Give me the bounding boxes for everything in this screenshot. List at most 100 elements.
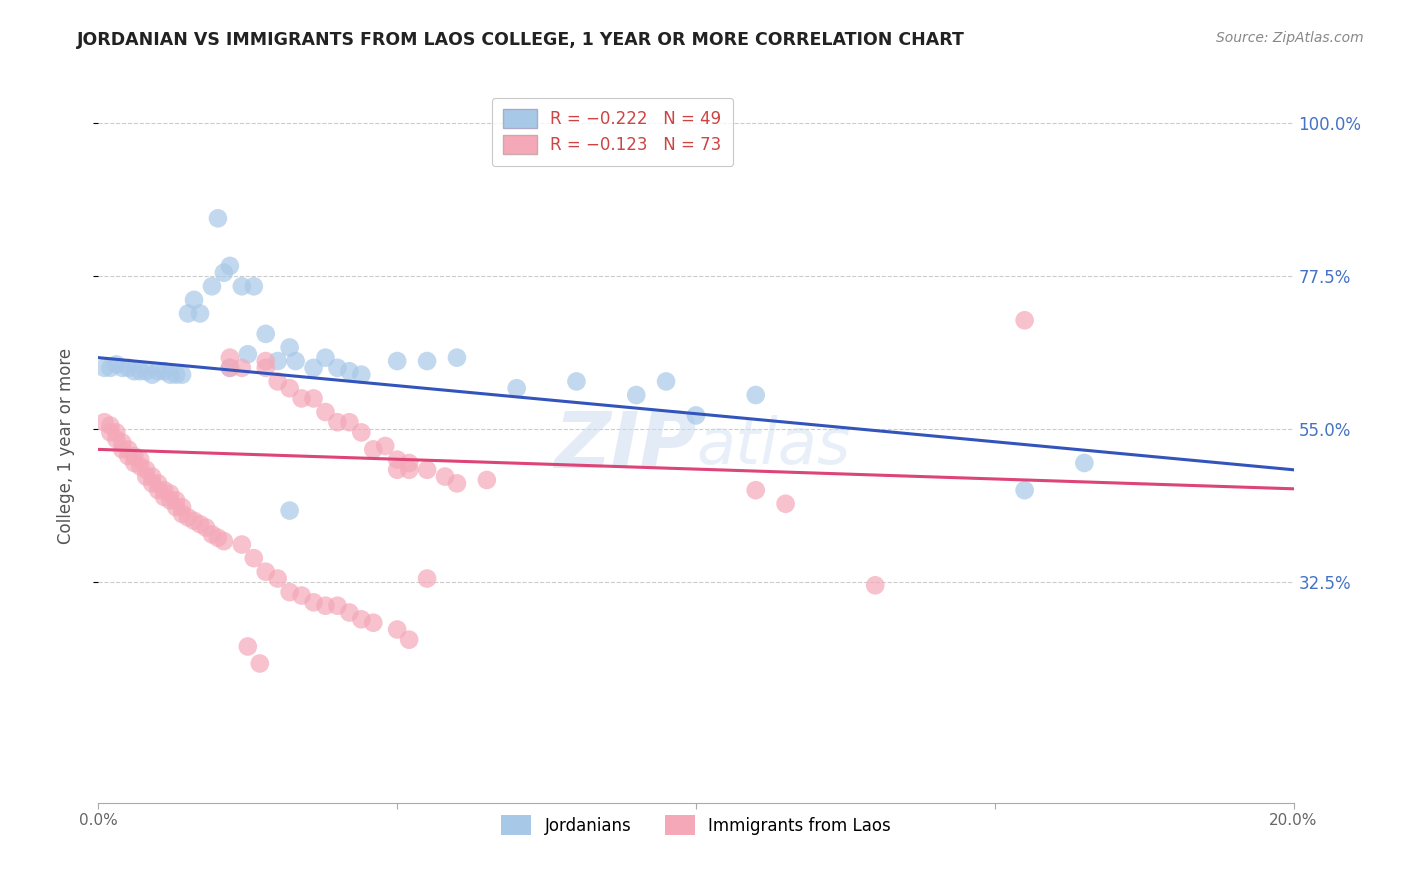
Point [93, 415, 115, 429]
Point [398, 632, 420, 647]
Point [135, 364, 157, 378]
Point [446, 476, 468, 491]
Point [398, 456, 420, 470]
Point [172, 500, 194, 515]
Point [278, 381, 301, 395]
Point [475, 473, 498, 487]
Point [655, 375, 678, 389]
Point [416, 354, 439, 368]
Point [195, 520, 218, 534]
Point [326, 599, 349, 613]
Point [153, 490, 176, 504]
Point [98, 425, 122, 440]
Point [254, 354, 277, 368]
Point [159, 486, 181, 500]
Point [129, 364, 152, 378]
Point [243, 551, 266, 566]
Point [231, 360, 253, 375]
Point [236, 640, 259, 654]
Point [93, 360, 115, 375]
Point [243, 279, 266, 293]
Point [1073, 456, 1095, 470]
Point [385, 354, 409, 368]
Point [385, 463, 409, 477]
Point [177, 306, 200, 320]
Point [231, 537, 253, 551]
Point [385, 623, 409, 637]
Point [416, 463, 439, 477]
Point [865, 578, 887, 592]
Point [278, 341, 301, 355]
Point [302, 595, 325, 609]
Text: atlas: atlas [696, 415, 851, 477]
Point [117, 442, 139, 457]
Point [385, 452, 409, 467]
Point [105, 432, 128, 446]
Y-axis label: College, 1 year or more: College, 1 year or more [56, 348, 75, 544]
Point [363, 442, 385, 457]
Point [302, 392, 325, 406]
Point [339, 364, 361, 378]
Point [141, 476, 163, 491]
Point [111, 442, 134, 457]
Point [183, 293, 205, 307]
Point [267, 572, 290, 586]
Point [254, 360, 277, 375]
Point [141, 368, 163, 382]
Point [302, 360, 325, 375]
Point [165, 493, 187, 508]
Point [165, 368, 187, 382]
Point [1014, 483, 1036, 498]
Point [188, 517, 211, 532]
Point [148, 476, 170, 491]
Text: Source: ZipAtlas.com: Source: ZipAtlas.com [1216, 31, 1364, 45]
Point [278, 503, 301, 517]
Point [98, 418, 122, 433]
Point [291, 392, 314, 406]
Point [350, 612, 373, 626]
Point [159, 368, 181, 382]
Point [278, 585, 301, 599]
Point [105, 425, 128, 440]
Point [434, 469, 457, 483]
Point [124, 456, 146, 470]
Point [219, 351, 242, 365]
Point [315, 405, 337, 419]
Point [98, 360, 122, 375]
Point [148, 483, 170, 498]
Point [267, 375, 290, 389]
Point [129, 459, 152, 474]
Point [124, 364, 146, 378]
Point [339, 606, 361, 620]
Point [231, 279, 253, 293]
Point [267, 354, 290, 368]
Point [111, 360, 134, 375]
Point [172, 368, 194, 382]
Point [207, 531, 229, 545]
Point [117, 360, 139, 375]
Point [745, 483, 768, 498]
Point [207, 211, 229, 226]
Point [350, 425, 373, 440]
Point [350, 368, 373, 382]
Point [506, 381, 529, 395]
Point [111, 435, 134, 450]
Point [177, 510, 200, 524]
Point [159, 493, 181, 508]
Point [105, 358, 128, 372]
Point [212, 266, 235, 280]
Point [315, 351, 337, 365]
Legend: Jordanians, Immigrants from Laos: Jordanians, Immigrants from Laos [488, 802, 904, 848]
Point [775, 497, 797, 511]
Point [141, 469, 163, 483]
Point [201, 527, 224, 541]
Point [219, 360, 242, 375]
Point [565, 375, 588, 389]
Point [326, 415, 349, 429]
Point [685, 409, 707, 423]
Point [374, 439, 396, 453]
Point [626, 388, 648, 402]
Point [291, 589, 314, 603]
Point [219, 360, 242, 375]
Point [326, 360, 349, 375]
